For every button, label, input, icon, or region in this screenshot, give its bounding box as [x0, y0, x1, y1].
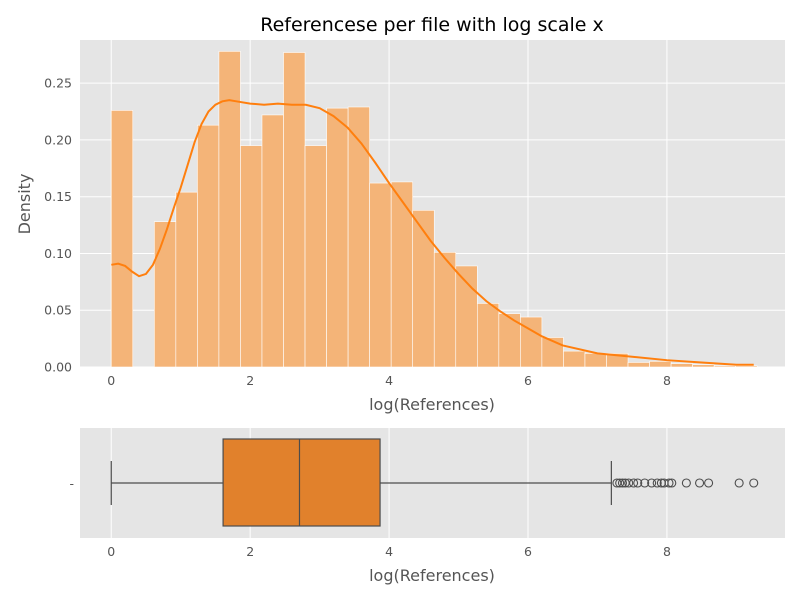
boxplot-outlier: [734, 478, 744, 488]
histogram-x-axis-label: log(References): [369, 395, 495, 414]
histogram-bar: [627, 362, 650, 368]
histogram-bar: [692, 364, 715, 368]
boxplot-y-tick-label: -: [69, 476, 74, 491]
histogram-x-tick-label: 2: [246, 373, 254, 388]
histogram-bar: [110, 110, 134, 368]
histogram-y-tick-label: 0.20: [44, 132, 72, 147]
boxplot-outlier: [633, 478, 643, 488]
boxplot-outlier: [681, 478, 691, 488]
boxplot-x-axis-label: log(References): [369, 566, 495, 585]
histogram-bar: [433, 252, 457, 368]
histogram-bar: [283, 52, 306, 368]
boxplot-outlier: [647, 478, 657, 488]
chart-title: Referencese per file with log scale x: [260, 14, 603, 36]
boxplot-outlier: [664, 478, 674, 488]
boxplot-outlier: [749, 478, 759, 488]
histogram-bar: [347, 106, 370, 368]
boxplot-box: [222, 438, 381, 527]
histogram-y-tick-label: 0.10: [44, 246, 72, 261]
histogram-bar: [520, 316, 543, 368]
boxplot-outlier: [667, 478, 677, 488]
histogram-bar: [261, 114, 284, 368]
histogram-bar: [713, 365, 736, 368]
histogram-bars: [110, 51, 758, 368]
histogram-bar: [304, 145, 327, 368]
boxplot-outlier: [704, 478, 714, 488]
boxplot-x-tick-label: 6: [524, 544, 532, 559]
boxplot-outlier: [624, 478, 634, 488]
histogram-bar: [563, 350, 586, 368]
histogram-y-tick-label: 0.25: [44, 76, 72, 91]
histogram-bar: [477, 303, 500, 368]
histogram-bar: [218, 51, 241, 368]
histogram-y-tick-labels: 0.00 0.05 0.10 0.15 0.20 0.25: [44, 76, 72, 375]
histogram-bar: [240, 145, 263, 368]
histogram-x-tick-label: 6: [524, 373, 532, 388]
histogram-x-tick-label: 0: [107, 373, 115, 388]
histogram-x-tick-labels: 0 2 4 6 8: [107, 373, 671, 388]
histogram-bar: [584, 353, 607, 368]
histogram-bar: [649, 361, 672, 368]
boxplot-outlier: [617, 478, 628, 488]
boxplot-marks: [110, 438, 759, 527]
kde-curve: [111, 99, 754, 366]
boxplot-outlier: [640, 478, 650, 488]
histogram-bar: [175, 191, 198, 368]
histogram-bar: [735, 365, 758, 368]
histogram-x-tick-label: 8: [663, 373, 671, 388]
histogram-bar: [412, 210, 435, 368]
histogram-bar: [197, 124, 220, 368]
boxplot-x-tick-label: 2: [246, 544, 254, 559]
boxplot-axes: 0 2 4 6 8 - log(References): [69, 428, 785, 585]
histogram-axes: 0 2 4 6 8 0.00 0.05 0.10 0.15 0.20 0.25 log(Refer…: [15, 40, 785, 414]
boxplot-outlier: [652, 478, 662, 488]
histogram-bar: [670, 363, 693, 368]
histogram-y-tick-label: 0.05: [44, 303, 72, 318]
boxplot-outlier: [615, 478, 625, 488]
boxplot-x-tick-label: 0: [107, 544, 115, 559]
histogram-bar: [369, 182, 392, 368]
histogram-y-tick-label: 0.00: [44, 360, 72, 375]
boxplot-x-tick-labels: 0 2 4 6 8: [107, 544, 671, 559]
boxplot-x-tick-label: 4: [385, 544, 393, 559]
histogram-y-tick-label: 0.15: [44, 189, 72, 204]
histogram-bar: [326, 107, 349, 368]
histogram-y-axis-label: Density: [15, 174, 34, 235]
boxplot-outlier: [629, 478, 639, 488]
histogram-x-tick-label: 4: [385, 373, 393, 388]
boxplot-outlier: [695, 478, 705, 488]
boxplot-x-tick-label: 8: [663, 544, 671, 559]
histogram-bar: [154, 221, 177, 368]
